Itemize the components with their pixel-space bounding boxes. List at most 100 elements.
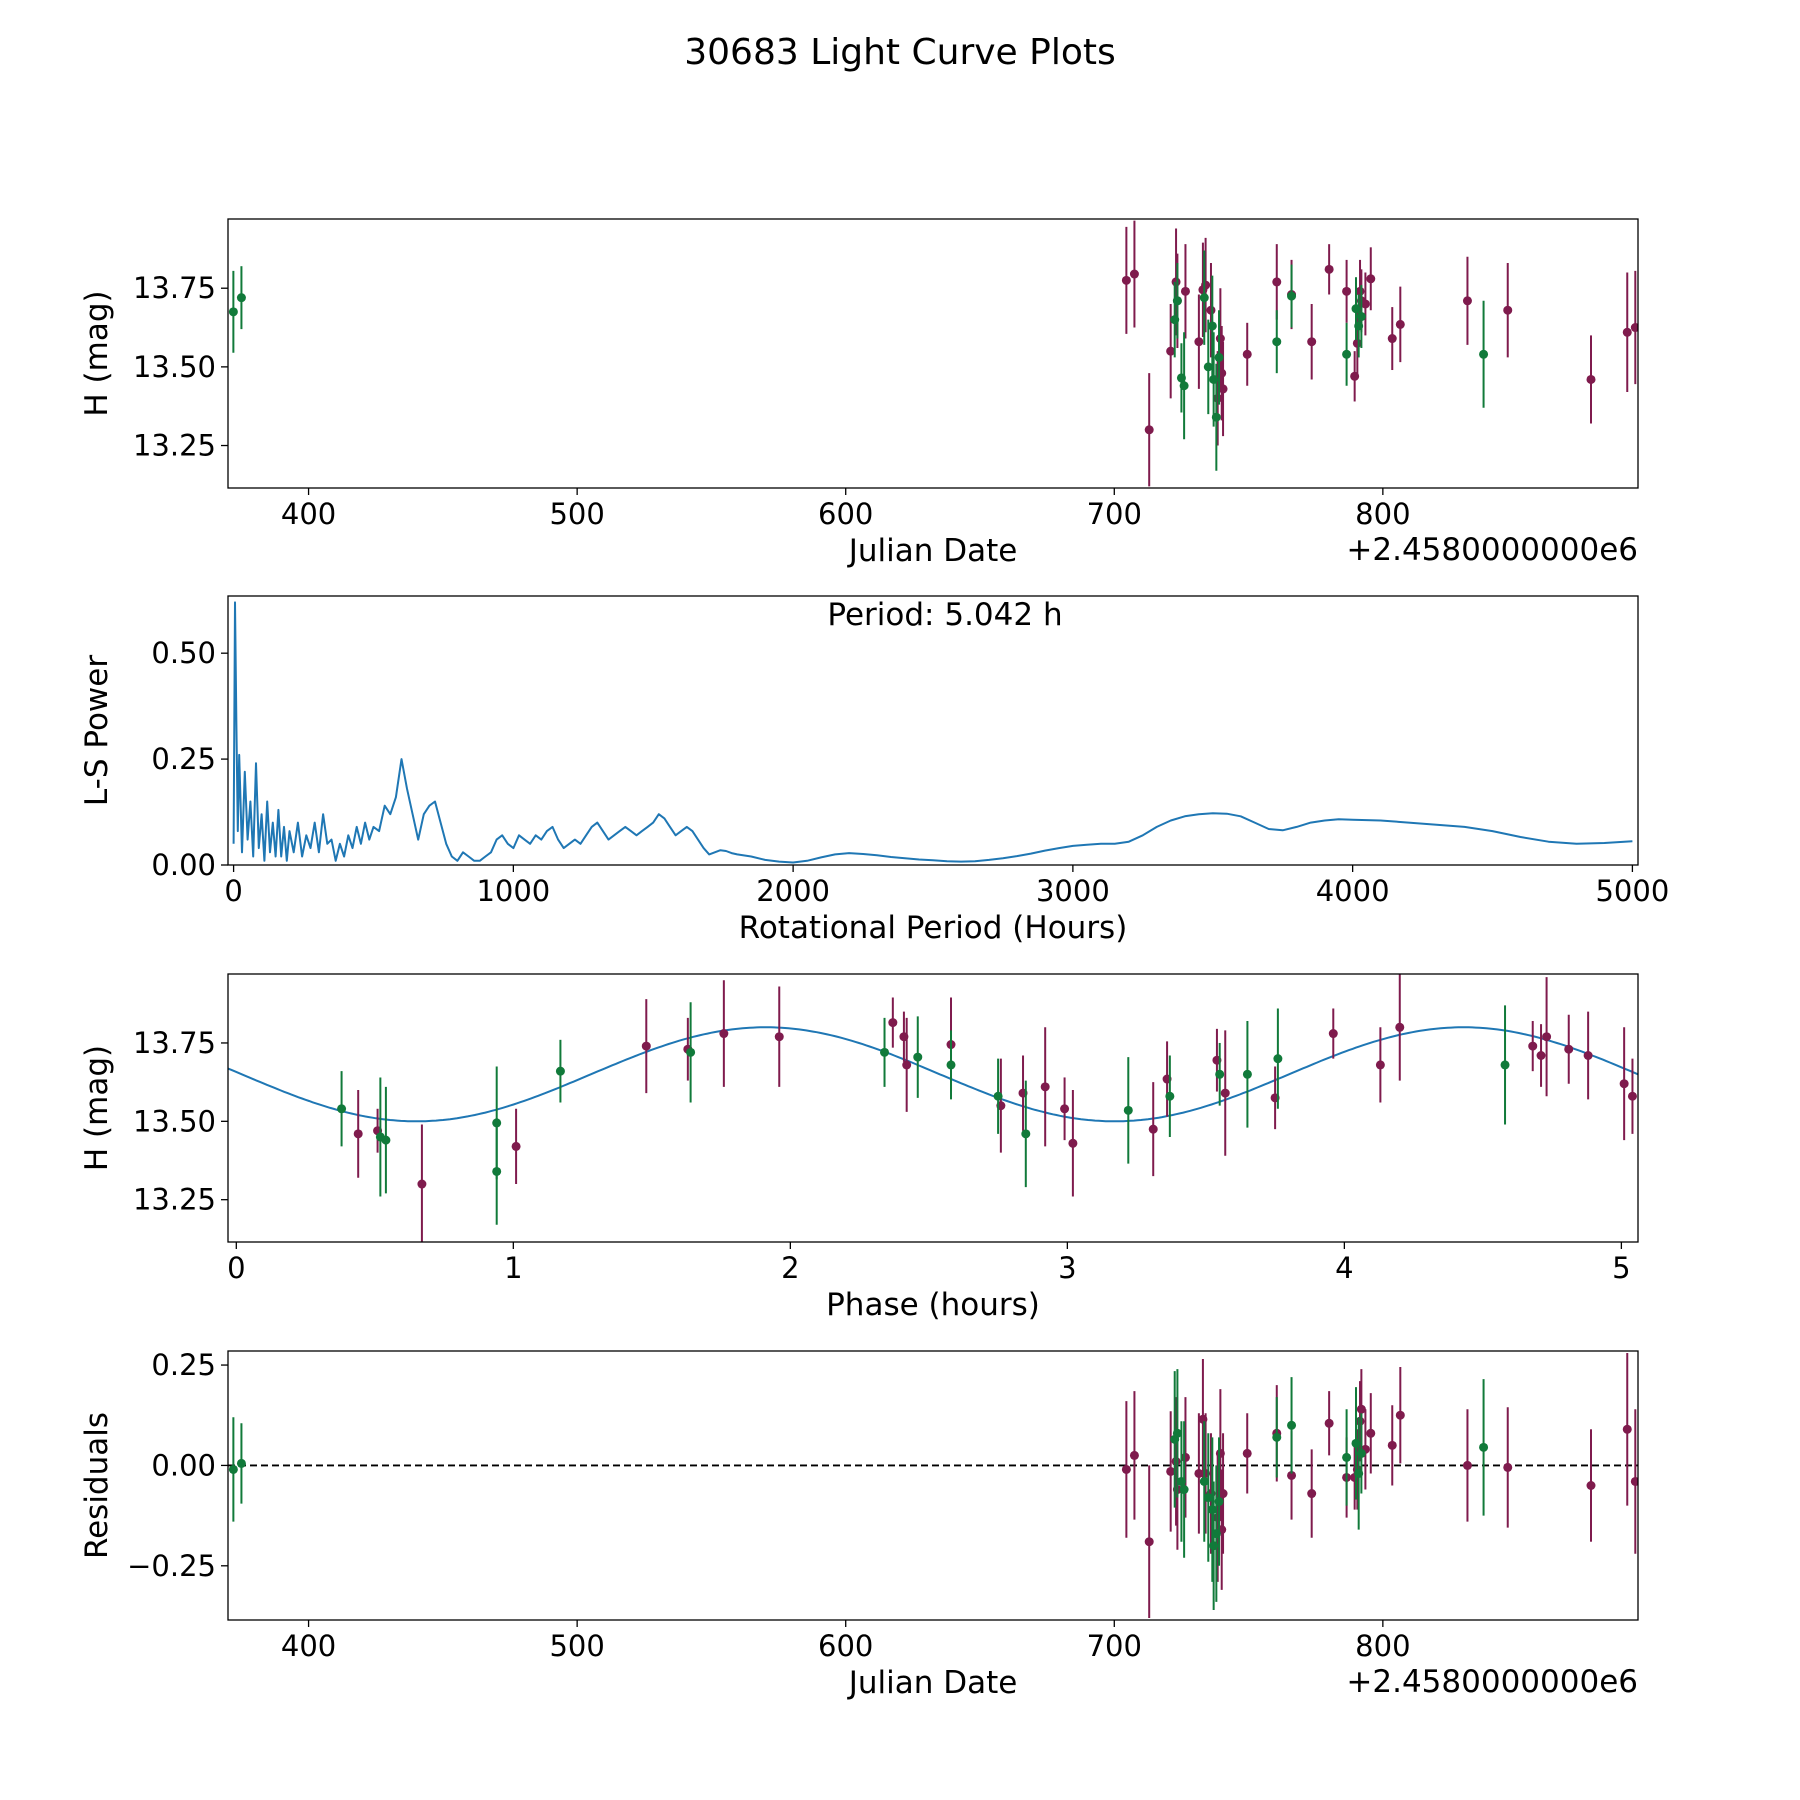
y-tick-label: 13.25 — [133, 1183, 216, 1217]
green-data-point — [946, 1060, 956, 1070]
red-data-point — [1586, 1481, 1596, 1490]
red-data-point — [1144, 425, 1154, 435]
green-data-point — [228, 1464, 238, 1474]
red-data-point — [1536, 1050, 1546, 1060]
red-data-point — [774, 1032, 784, 1042]
green-data-point — [1179, 381, 1189, 391]
red-data-point — [1622, 1424, 1632, 1434]
x-tick-label: 2000 — [756, 874, 830, 908]
red-data-point — [1375, 1060, 1385, 1070]
x-tick-label: 5 — [1612, 1251, 1630, 1285]
red-data-point — [1503, 305, 1513, 315]
axes-frame — [227, 1350, 1639, 1621]
y-tick-label: 0.50 — [151, 636, 216, 670]
red-data-point — [1622, 327, 1632, 337]
green-data-point — [1287, 291, 1297, 301]
red-data-point — [1328, 1029, 1338, 1039]
x-tick-label: 500 — [549, 1629, 604, 1663]
green-data-point — [1273, 1054, 1283, 1064]
green-data-point — [1179, 1485, 1189, 1495]
red-data-point — [1272, 277, 1282, 287]
green-data-point — [1211, 412, 1221, 422]
green-data-point — [1021, 1129, 1031, 1139]
x-axis-label: Rotational Period (Hours) — [739, 910, 1128, 946]
green-data-point — [1479, 349, 1489, 359]
x-axis-label: Julian Date — [847, 1665, 1018, 1701]
red-data-point — [1619, 1079, 1629, 1089]
red-data-point — [1395, 1022, 1405, 1032]
green-data-point — [1272, 1432, 1282, 1442]
red-data-point — [1287, 1470, 1297, 1480]
x-tick-label: 800 — [1355, 1629, 1410, 1663]
red-data-point — [1307, 1489, 1317, 1499]
red-data-point — [1040, 1082, 1050, 1092]
red-data-point — [1564, 1044, 1574, 1054]
y-axis-label: H (mag) — [79, 290, 115, 416]
figure-title: 30683 Light Curve Plots — [684, 32, 1116, 73]
x-tick-label: 5000 — [1595, 874, 1669, 908]
green-data-point — [1342, 1452, 1352, 1462]
red-data-point — [1360, 299, 1370, 309]
red-data-point — [1528, 1041, 1538, 1051]
green-data-point — [1342, 349, 1352, 359]
red-data-point — [511, 1141, 521, 1151]
red-data-point — [1068, 1138, 1078, 1148]
x-tick-label: 4 — [1335, 1251, 1353, 1285]
red-data-point — [1121, 1464, 1131, 1474]
red-data-point — [1356, 1404, 1366, 1414]
green-data-point — [1287, 1420, 1297, 1430]
y-axis-label: Residuals — [79, 1412, 115, 1559]
red-data-point — [1583, 1050, 1593, 1060]
green-data-point — [1207, 321, 1217, 331]
green-data-point — [337, 1104, 347, 1114]
green-data-point — [228, 307, 238, 317]
green-data-point — [236, 293, 246, 303]
red-data-point — [1171, 277, 1181, 287]
green-data-point — [1215, 1069, 1225, 1079]
red-data-point — [417, 1179, 427, 1189]
green-data-point — [1203, 1493, 1213, 1503]
red-data-point — [1462, 296, 1472, 306]
red-data-point — [1307, 337, 1317, 347]
y-tick-label: 0.25 — [151, 742, 216, 776]
green-data-point — [1500, 1060, 1510, 1070]
red-data-point — [1395, 319, 1405, 329]
green-data-point — [1203, 362, 1213, 372]
green-data-point — [1172, 296, 1182, 306]
green-data-point — [381, 1135, 391, 1145]
green-data-point — [913, 1052, 923, 1062]
red-data-point — [1366, 1428, 1376, 1438]
red-data-point — [1387, 334, 1397, 344]
red-data-point — [1630, 1476, 1638, 1486]
y-tick-label: 13.25 — [133, 429, 216, 463]
green-data-point — [1272, 337, 1282, 347]
red-data-point — [353, 1129, 363, 1139]
red-data-point — [1387, 1440, 1397, 1450]
green-data-point — [236, 1458, 246, 1468]
panel-phased: 0 1 2 3 4 5 13.25 13.50 13.75 Phase (hours) H (mag… — [79, 973, 1639, 1323]
red-data-point — [1180, 286, 1190, 296]
green-data-point — [492, 1166, 502, 1176]
y-tick-label: 13.75 — [133, 271, 216, 305]
x-tick-label: 400 — [281, 497, 336, 531]
x-axis-offset-label: +2.4580000000e6 — [1346, 532, 1638, 568]
x-tick-label: 600 — [818, 1629, 873, 1663]
red-data-point — [1324, 264, 1334, 274]
red-data-point — [1206, 305, 1216, 315]
x-tick-label: 0 — [227, 1251, 245, 1285]
green-data-point — [1165, 1091, 1175, 1101]
y-tick-label: 13.50 — [133, 1104, 216, 1138]
red-data-point — [641, 1041, 651, 1051]
y-axis-label: L-S Power — [79, 655, 115, 806]
green-data-point — [1356, 1448, 1366, 1458]
red-data-point — [888, 1018, 898, 1028]
green-data-point — [1242, 1069, 1252, 1079]
red-data-point — [1586, 374, 1596, 384]
model-fit-curve — [228, 1026, 1638, 1123]
y-tick-label: 13.75 — [133, 1026, 216, 1060]
x-tick-label: 700 — [1087, 1629, 1142, 1663]
green-data-point — [880, 1047, 890, 1057]
axes-frame — [227, 973, 1639, 1243]
axes-frame — [227, 218, 1639, 489]
